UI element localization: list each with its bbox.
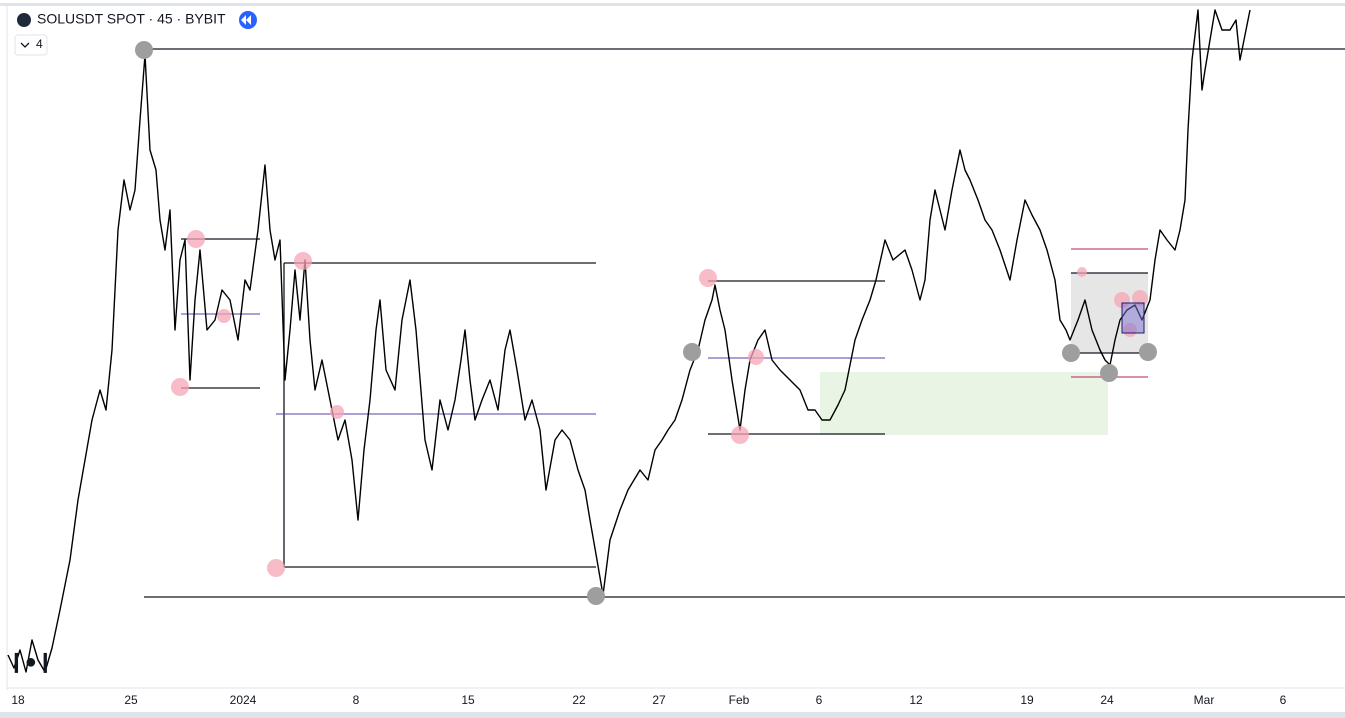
marker [294, 252, 312, 270]
marker [267, 559, 285, 577]
marker [731, 426, 749, 444]
x-axis-label: 15 [461, 693, 475, 707]
tv-logo: ❙●❙ [8, 651, 54, 673]
marker [1132, 290, 1148, 306]
symbol-icon [17, 13, 31, 27]
marker [699, 269, 717, 287]
marker [1077, 267, 1087, 277]
marker [330, 405, 344, 419]
x-axis-label: 25 [124, 693, 138, 707]
demand-zone [820, 372, 1108, 435]
marker [1062, 344, 1080, 362]
x-axis-label: 12 [909, 693, 923, 707]
marker [217, 309, 231, 323]
bottom-border [0, 712, 1345, 718]
x-axis-label: 19 [1020, 693, 1034, 707]
replay-icon [241, 15, 251, 25]
marker [187, 230, 205, 248]
marker [683, 343, 701, 361]
x-axis-label: 24 [1100, 693, 1114, 707]
x-axis-label: 6 [816, 693, 823, 707]
marker [1139, 343, 1157, 361]
x-axis-label: 22 [572, 693, 586, 707]
levels [144, 48, 1345, 598]
x-axis-label: 18 [11, 693, 25, 707]
indicator-count: 4 [36, 37, 43, 51]
x-axis-label: 6 [1280, 693, 1287, 707]
x-axis-label: 27 [652, 693, 666, 707]
chevron [20, 42, 30, 48]
pink-markers [171, 230, 1148, 577]
marker [1100, 364, 1118, 382]
mini-box [1121, 302, 1145, 334]
x-axis-label: 8 [353, 693, 360, 707]
x-axis-label: 2024 [230, 693, 257, 707]
marker [587, 587, 605, 605]
indicators-toggle[interactable] [14, 34, 48, 56]
symbol-title: SOLUSDT SPOT · 45 · BYBIT [37, 11, 226, 27]
marker [748, 349, 764, 365]
top-border [0, 3, 1345, 6]
x-axis-label: Feb [729, 693, 750, 707]
price-line [7, 9, 1251, 673]
marker [171, 378, 189, 396]
marker [135, 41, 153, 59]
x-axis: 18 25 2024 8 15 22 27 Feb 6 12 19 24 Mar 6 [11, 693, 1286, 707]
x-axis-label: Mar [1194, 693, 1215, 707]
grey-markers [135, 41, 1157, 605]
